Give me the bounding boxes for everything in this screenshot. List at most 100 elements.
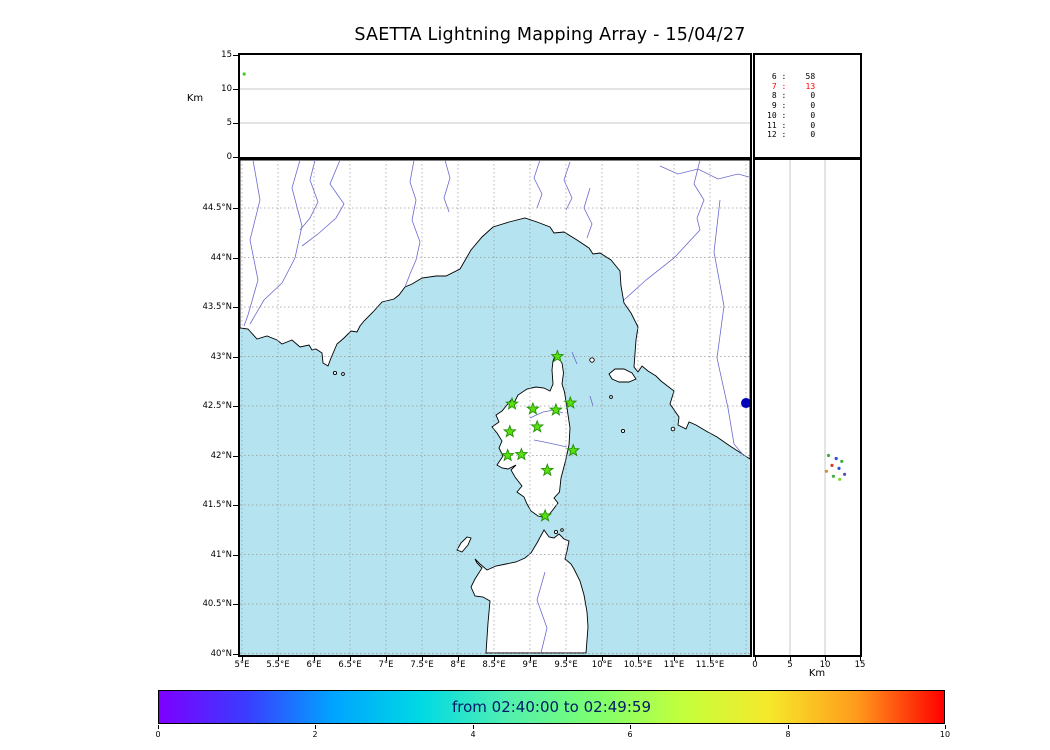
lat-alt-point [843,472,847,476]
altlat-xtick-label: 10 [819,660,831,670]
map-lon-tick-mark [242,657,243,661]
top-panel-ytick-mark [233,123,238,124]
map-lat-tick-label: 42°N [210,450,232,461]
map-gridlines [240,160,750,655]
map-lat-tick-label: 41°N [210,549,232,560]
map-lon-tick-label: 6.5°E [338,660,362,670]
map-lat-tick-mark [233,208,238,209]
map-lon-tick-label: 6°E [306,660,322,670]
lma-station-star [548,402,563,416]
map-lon-tick-mark [674,657,675,661]
lat-altitude-panel [753,158,862,657]
map-lat-tick-label: 40.5°N [202,598,232,609]
map-lon-tick-mark [566,657,567,661]
map-lon-tick-label: 8.5°E [482,660,506,670]
lma-station-star [514,447,529,461]
map-lon-tick-label: 5.5°E [266,660,290,670]
top-panel-ytick-label: 5 [226,117,232,128]
map-lon-tick-mark [386,657,387,661]
island-maddalena [553,529,559,535]
lma-station-star [550,349,565,363]
map-lon-tick-label: 9.5°E [554,660,578,670]
blue-dot-marker [741,398,750,409]
island-porquerolles [332,370,338,376]
lma-station-star [500,448,515,462]
station-count-row: 11 : 0 [767,120,816,130]
station-count-row: 10 : 0 [767,110,816,120]
map-lon-tick-label: 7.5°E [410,660,434,670]
lat-alt-point [826,453,831,458]
rivers [243,160,750,654]
top-panel-ytick-label: 15 [221,49,232,60]
map-lon-tick-mark [494,657,495,661]
altlat-xtick-mark [755,657,756,661]
map-lat-tick-label: 42.5°N [202,400,232,411]
map-lon-tick-mark [458,657,459,661]
top-panel-ytick-label: 0 [226,151,232,162]
map-lat-tick-mark [233,456,238,457]
altlat-xtick-label: 0 [752,660,758,670]
lma-station-star [566,443,581,457]
map-lat-tick-mark [233,307,238,308]
colorbar-tick-label: 8 [785,730,791,739]
island-elba [608,368,637,383]
station-count-row: 8 : 0 [767,91,816,101]
map-lat-tick-mark [233,604,238,605]
coast-france-italy [240,160,750,460]
colorbar-tick-mark [788,725,789,729]
map-lon-tick-mark [638,657,639,661]
colorbar-tick-label: 4 [470,730,476,739]
map-lon-tick-label: 10.5°E [623,660,653,670]
lma-station-star [525,401,540,415]
map-lat-tick-mark [233,258,238,259]
altlat-xtick-label: 5 [787,660,793,670]
island-maddalena-2 [560,528,564,532]
colorbar-tick-mark [158,725,159,729]
lat-alt-point [837,466,841,470]
map-lat-tick-label: 41.5°N [202,499,232,510]
colorbar-tick-mark [630,725,631,729]
altlat-xtick-mark [860,657,861,661]
map-lon-tick-label: 11.5°E [695,660,725,670]
map-lat-tick-mark [233,505,238,506]
island-capraia [589,357,595,363]
lat-alt-point [834,456,838,461]
map-lat-tick-label: 44°N [210,252,232,263]
map-lon-tick-label: 11°E [663,660,685,670]
map-lon-tick-mark [422,657,423,661]
map-lon-tick-mark [278,657,279,661]
lat-alt-point [824,469,828,473]
colorbar-tick-label: 6 [627,730,633,739]
map-lon-tick-label: 9°E [522,660,538,670]
map-lon-tick-label: 8°E [450,660,466,670]
lma-station-star [505,396,519,410]
island-asinara [456,536,472,553]
lon-altitude-panel [238,53,752,159]
lma-station-star [540,463,555,477]
figure-title: SAETTA Lightning Mapping Array - 15/04/2… [354,25,746,45]
lat-alt-point [838,477,842,481]
map-extra-markers [741,398,750,409]
plan-view-map [240,160,750,655]
altlat-xtick-mark [825,657,826,661]
top-panel-ytick-label: 10 [221,83,232,94]
colorbar-time-range-label: from 02:40:00 to 02:49:59 [451,698,651,716]
coast-sardinia [470,529,589,654]
lma-station-star [530,419,545,433]
map-lon-tick-mark [350,657,351,661]
map-lat-tick-label: 43°N [210,351,232,362]
lon-alt-point [242,72,246,76]
lma-station-star [563,395,578,409]
lma-station-star [502,424,517,438]
altlat-xtick-label: 15 [854,660,866,670]
colorbar-tick-label: 0 [155,730,161,739]
colorbar-tick-mark [315,725,316,729]
station-counts-panel: 6 : 58 7 : 13 8 : 0 9 : 0 10 : 0 11 : 0 12 … [753,53,862,159]
lma-station-markers [500,349,581,522]
lat-alt-point [831,474,835,478]
map-lat-tick-label: 44.5°N [202,202,232,213]
lma-station-star [538,508,553,522]
station-count-row: 7 : 13 [767,81,816,91]
map-lon-tick-mark [530,657,531,661]
